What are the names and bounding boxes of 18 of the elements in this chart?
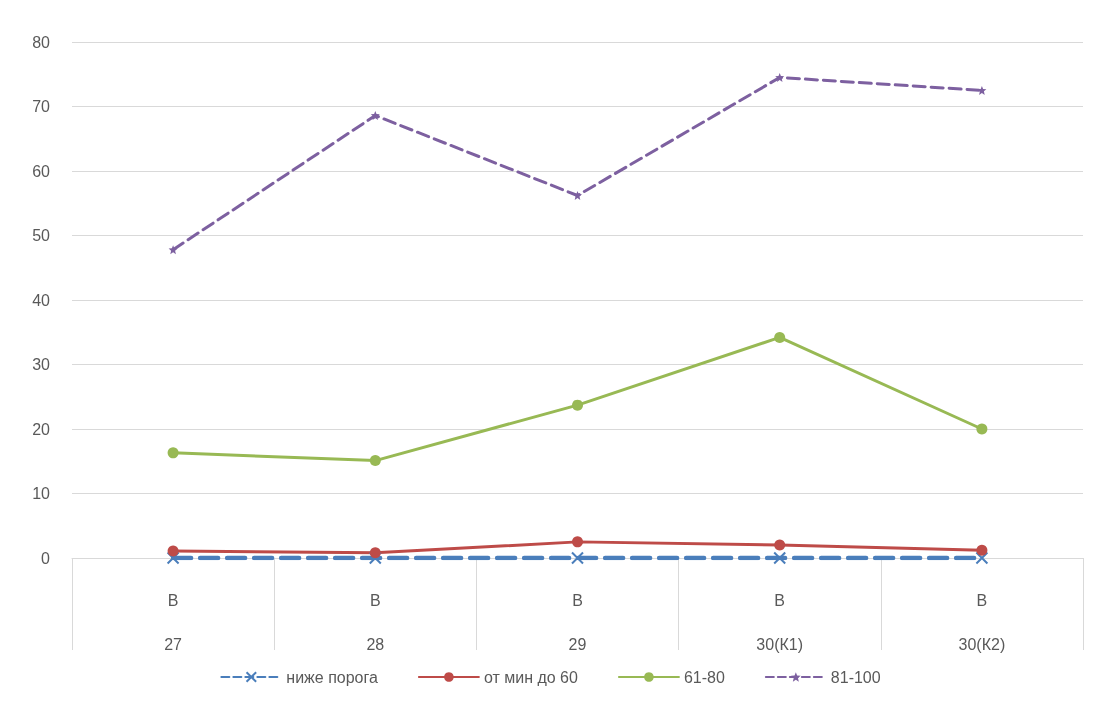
category-label: В 27 <box>164 591 182 653</box>
y-tick-label: 30 <box>32 356 51 373</box>
category-label: В 30(К2) <box>958 591 1006 653</box>
legend-label: от мин до 60 <box>483 668 579 686</box>
legend-label: ниже порога <box>286 668 378 686</box>
y-tick-label: 50 <box>32 227 51 244</box>
y-tick-label: 60 <box>32 162 51 180</box>
category-label: В 30(К1) <box>756 591 804 653</box>
y-tick-label: 10 <box>32 485 51 502</box>
category-label: В 29 <box>568 591 587 653</box>
y-tick-label: 40 <box>32 291 51 309</box>
legend-label: 61-80 <box>683 668 725 686</box>
category-label: В 28 <box>366 591 385 653</box>
legend-label: 81-100 <box>830 668 881 686</box>
y-tick-label: 70 <box>32 98 51 115</box>
y-tick-label: 80 <box>32 33 51 51</box>
y-tick-label: 20 <box>32 420 51 438</box>
y-tick-label: 0 <box>41 549 51 567</box>
